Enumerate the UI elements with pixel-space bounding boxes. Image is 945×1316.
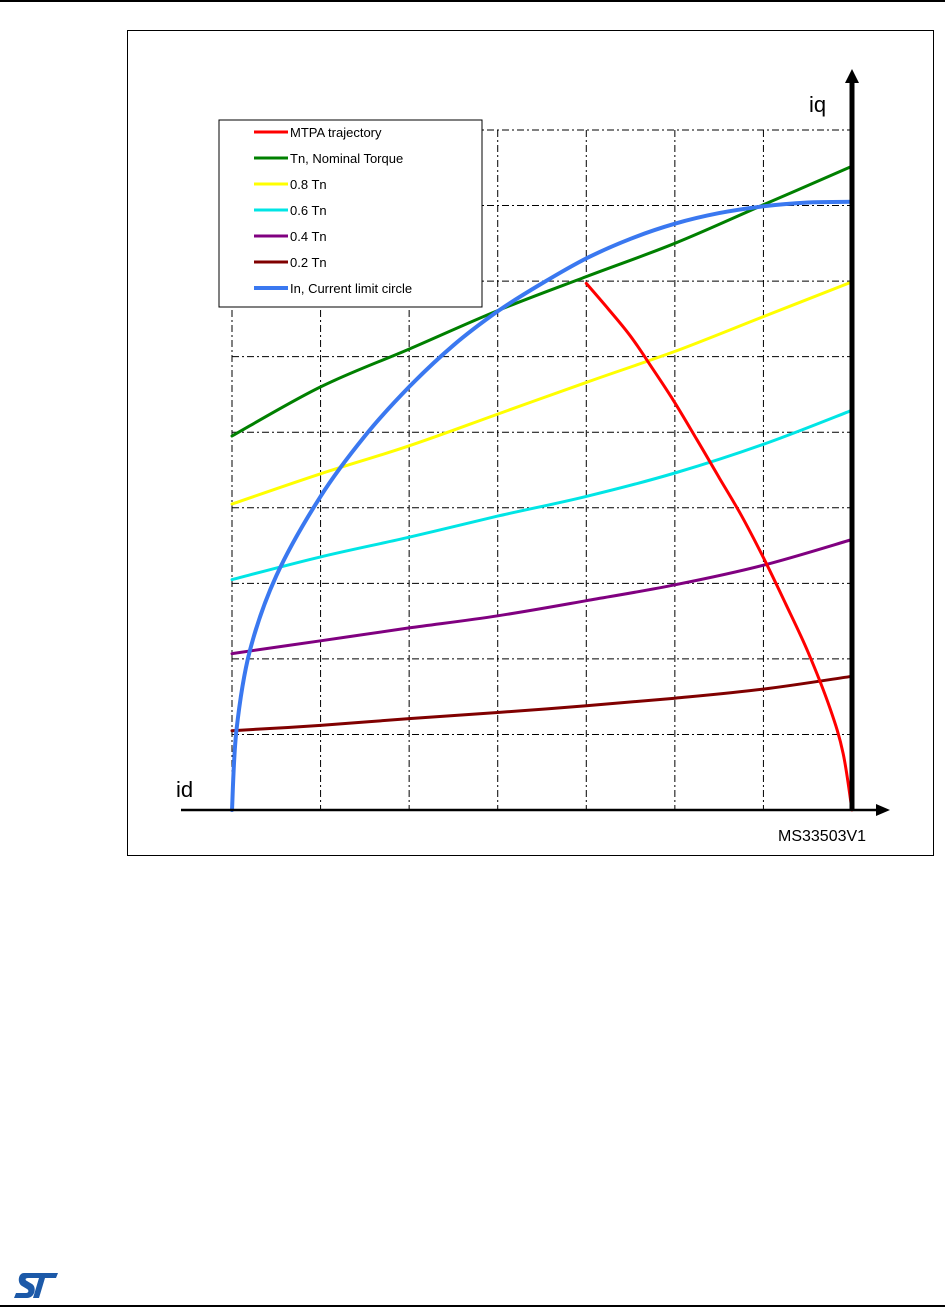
page-top-rule xyxy=(0,0,945,2)
chart-axes xyxy=(181,69,890,816)
series-line-mtpa-trajectory xyxy=(584,281,854,812)
st-logo xyxy=(12,1271,62,1306)
x-axis-arrowhead xyxy=(876,804,890,816)
legend-label-0-2-tn: 0.2 Tn xyxy=(290,255,327,270)
legend-label-tn-nominal-torque: Tn, Nominal Torque xyxy=(290,151,403,166)
legend-label-mtpa-trajectory: MTPA trajectory xyxy=(290,125,382,140)
series-line-0-2-tn xyxy=(230,674,854,733)
series-line-0-8-tn xyxy=(230,280,854,506)
series-line-0-6-tn xyxy=(230,408,854,582)
chart: iq id MS33503V1 MTPA trajectory Tn, Nomin… xyxy=(176,69,890,845)
series-line-0-4-tn xyxy=(230,538,854,656)
chart-grid xyxy=(231,129,852,810)
chart-series xyxy=(230,164,854,812)
y-axis-label: iq xyxy=(809,92,826,117)
legend-label-0-4-tn: 0.4 Tn xyxy=(290,229,327,244)
legend-label-0-6-tn: 0.6 Tn xyxy=(290,203,327,218)
figure-reference: MS33503V1 xyxy=(778,828,866,845)
legend-label-0-8-tn: 0.8 Tn xyxy=(290,177,327,192)
figure-frame: iq id MS33503V1 MTPA trajectory Tn, Nomin… xyxy=(127,30,934,856)
legend-label-in-current-limit-circle: In, Current limit circle xyxy=(290,281,412,296)
series-line-in-current-limit-circle xyxy=(230,199,854,812)
y-axis-arrowhead xyxy=(845,69,859,83)
legend: MTPA trajectory Tn, Nominal Torque 0.8 Tn 0… xyxy=(218,119,483,308)
page-bottom-rule xyxy=(0,1305,945,1307)
x-axis-label: id xyxy=(176,777,193,802)
legend-box xyxy=(218,119,483,308)
